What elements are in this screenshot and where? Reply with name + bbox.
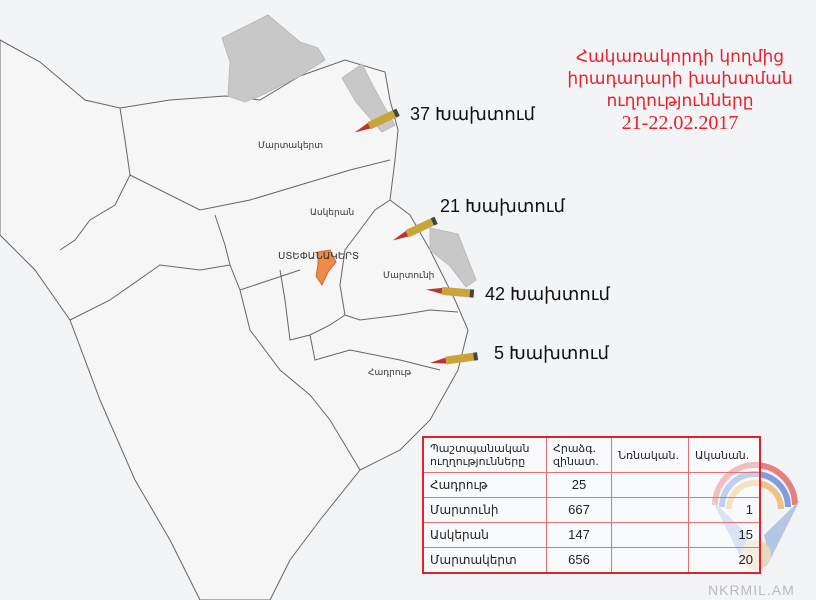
title-line: Հակառակորդի կողմից: [575, 47, 785, 67]
column-header: Ականան.: [688, 436, 761, 473]
cell: Հադրութ: [422, 472, 547, 498]
region-label-martuni: Մարտունի: [383, 271, 435, 281]
bullet-icon: [354, 108, 400, 133]
cell: [611, 522, 689, 548]
cell: 667: [546, 497, 612, 523]
cell: Մարտակերտ: [422, 547, 547, 574]
cell: Մարտունի: [422, 497, 547, 523]
column-header: Նռնական.: [611, 436, 689, 473]
violations-table: Պաշտպանական ուղղությունները Հրաձգ. զինատ…: [422, 436, 761, 574]
title-line: իրադադարի խախտման: [567, 69, 793, 89]
violation-count: 5 Խախտում: [494, 343, 609, 363]
column-header: Պաշտպանական ուղղությունները: [422, 436, 547, 473]
map-title: Հակառակորդի կողմից իրադադարի խախտման ուղ…: [560, 46, 800, 134]
stepanakert-city: [315, 249, 337, 287]
cell: 147: [546, 522, 612, 548]
table-row: Հադրութ 25: [422, 472, 761, 498]
cell: [611, 497, 689, 523]
title-line: ուղղությունները: [606, 91, 754, 111]
cell: 656: [546, 547, 612, 574]
region-label-martakert: Մարտակերտ: [258, 141, 323, 151]
region-label-askeran: Ասկերան: [310, 208, 355, 218]
cell: 1: [688, 497, 761, 523]
cell: 20: [688, 547, 761, 574]
cell: [688, 472, 761, 498]
column-header: Հրաձգ. զինատ.: [546, 436, 612, 473]
table-header-row: Պաշտպանական ուղղությունները Հրաձգ. զինատ…: [422, 436, 761, 473]
occupied-area-east: [429, 227, 477, 288]
bullet-icon: [426, 286, 475, 298]
table-row: Մարտակերտ 656 20: [422, 547, 761, 574]
table-row: Մարտունի 667 1: [422, 497, 761, 523]
table-row: Ասկերան 147 15: [422, 522, 761, 548]
violation-count: 42 Խախտում: [485, 284, 610, 304]
bullet-icon: [392, 216, 438, 241]
cell: 25: [546, 472, 612, 498]
violation-count: 37 Խախտում: [410, 104, 535, 124]
region-label-hadrut: Հադրութ: [368, 368, 412, 378]
occupied-area-north: [221, 14, 326, 103]
watermark: NKRMIL.AM: [708, 582, 795, 598]
bullet-icon: [430, 352, 479, 365]
cell: [611, 472, 689, 498]
violation-count: 21 Խախտում: [440, 196, 565, 216]
title-date: 21-22.02.2017: [621, 112, 739, 134]
cell: [611, 547, 689, 574]
district-borders: [59, 107, 459, 471]
cell: Ասկերան: [422, 522, 547, 548]
region-label-stepanakert: ՍՏԵՓԱՆԱԿԵՐՏ: [278, 251, 360, 262]
cell: 15: [688, 522, 761, 548]
bullet-icons: [354, 108, 479, 365]
